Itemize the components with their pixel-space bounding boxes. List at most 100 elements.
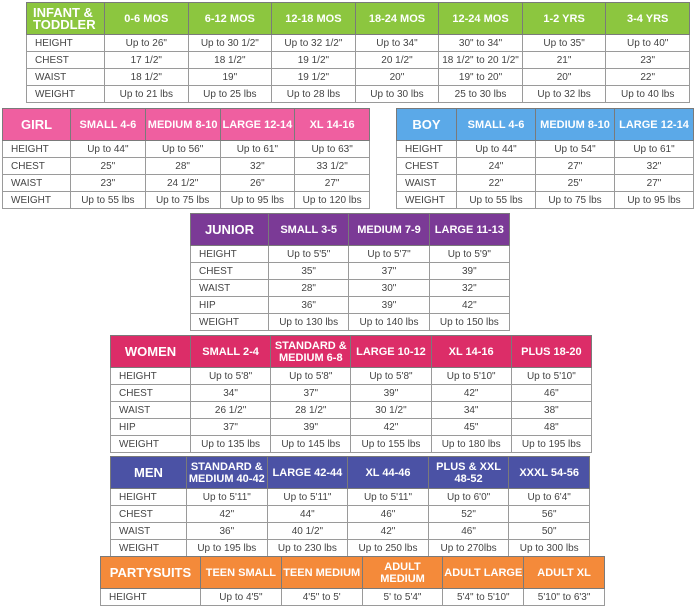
table-row: CHEST 25" 28" 32" 33 1/2" (2, 157, 370, 175)
size-table-boy: BOY SMALL 4-6 MEDIUM 8-10 LARGE 12-14 HEIGHT… (396, 108, 694, 209)
measurement-value: Up to 40 lbs (605, 85, 690, 103)
size-header: 12-24 MOS (438, 2, 523, 35)
measurement-value: 42" (347, 522, 429, 540)
measurement-value: 42" (186, 505, 268, 523)
size-header: ADULT XL (523, 556, 605, 589)
size-header: SMALL 2-4 (189, 335, 272, 368)
measurement-label: HIP (190, 296, 269, 314)
measurement-label: HEIGHT (2, 140, 71, 158)
measurement-value: 21" (521, 51, 607, 69)
measurement-value: Up to 135 lbs (189, 435, 272, 453)
measurement-value: 20 1/2" (354, 51, 440, 69)
measurement-value: 32" (219, 157, 296, 175)
measurement-value: 28" (267, 279, 350, 297)
measurement-value: 42" (430, 384, 512, 402)
size-table-girl: GIRL SMALL 4-6 MEDIUM 8-10 LARGE 12-14 XL 14… (2, 108, 370, 209)
measurement-label: WEIGHT (110, 435, 191, 453)
measurement-value: Up to 150 lbs (428, 313, 511, 331)
measurement-value: Up to 40" (605, 34, 690, 52)
size-header: SMALL 4-6 (70, 108, 146, 141)
size-header: XL 14-16 (294, 108, 370, 141)
size-table-infant: INFANT & TODDLER 0-6 MOS 6-12 MOS 12-18 MOS… (26, 2, 690, 103)
measurement-value: 48" (510, 418, 593, 436)
category-header: PARTYSUITS (100, 556, 201, 589)
measurement-value: Up to 25 lbs (187, 85, 273, 103)
measurement-value: Up to 5'7" (348, 245, 430, 263)
measurement-value: Up to 61" (219, 140, 296, 158)
table-row: WEIGHT Up to 21 lbs Up to 25 lbs Up to 28 l… (26, 85, 690, 103)
table-row: WAIST 26 1/2" 28 1/2" 30 1/2" 34" 38" (110, 401, 593, 419)
table-row: WEIGHT Up to 195 lbs Up to 230 lbs Up to 25… (110, 539, 590, 557)
measurement-value: Up to 95 lbs (614, 191, 694, 209)
table-row: WEIGHT Up to 55 lbs Up to 75 lbs Up to 95 l… (396, 191, 694, 209)
size-header: LARGE 42-44 (266, 456, 349, 489)
measurement-value: Up to 5'10" (430, 367, 512, 385)
measurement-value: 37" (189, 418, 272, 436)
measurement-value: 28 1/2" (270, 401, 352, 419)
measurement-value: Up to 75 lbs (535, 191, 615, 209)
table-row: HIP 37" 39" 42" 45" 48" (110, 418, 593, 436)
measurement-value: 52" (427, 505, 510, 523)
measurement-value: 18 1/2" to 20 1/2" (438, 51, 523, 69)
table-row: WAIST 22" 25" 27" (396, 174, 694, 192)
measurement-value: Up to 5'10" (510, 367, 593, 385)
measurement-value: Up to 30 lbs (354, 85, 440, 103)
measurement-label: WAIST (2, 174, 71, 192)
measurement-value: Up to 4'5" (200, 588, 282, 606)
table-row: WAIST 18 1/2" 19" 19 1/2" 20" 19" to 20" 20" 22… (26, 68, 690, 86)
measurement-value: 18 1/2" (187, 51, 273, 69)
measurement-value: 39" (270, 418, 352, 436)
measurement-value: Up to 56" (144, 140, 221, 158)
size-header: LARGE 12-14 (614, 108, 694, 141)
table-row: WEIGHT Up to 55 lbs Up to 75 lbs Up to 95 l… (2, 191, 370, 209)
measurement-value: 39" (348, 296, 430, 314)
table-row: CHEST 17 1/2" 18 1/2" 19 1/2" 20 1/2" 18 1/2"… (26, 51, 690, 69)
measurement-value: 34" (189, 384, 272, 402)
size-header: 12-18 MOS (271, 2, 356, 35)
measurement-value: Up to 6'0" (427, 488, 510, 506)
category-header: MEN (110, 456, 187, 489)
measurement-value: 27" (535, 157, 615, 175)
measurement-value: 19 1/2" (271, 68, 356, 86)
measurement-value: 37" (270, 384, 352, 402)
measurement-value: 56" (508, 505, 590, 523)
size-header: XL 44-46 (347, 456, 429, 489)
measurement-label: CHEST (110, 384, 191, 402)
measurement-value: 36" (267, 296, 350, 314)
measurement-value: Up to 5'11" (266, 488, 349, 506)
measurement-value: 26 1/2" (189, 401, 272, 419)
measurement-value: Up to 140 lbs (348, 313, 430, 331)
measurement-value: Up to 5'8" (350, 367, 432, 385)
measurement-label: WAIST (110, 401, 191, 419)
table-row: CHEST 42" 44" 46" 52" 56" (110, 505, 590, 523)
measurement-value: 22" (456, 174, 536, 192)
measurement-value: 18 1/2" (104, 68, 189, 86)
measurement-value: Up to 5'8" (270, 367, 352, 385)
size-header: SMALL 4-6 (456, 108, 536, 141)
measurement-value: Up to 155 lbs (350, 435, 432, 453)
measurement-value: 45" (430, 418, 512, 436)
measurement-value: Up to 180 lbs (430, 435, 512, 453)
measurement-value: 28" (144, 157, 221, 175)
size-header: LARGE 11-13 (428, 213, 511, 246)
table-row: HEIGHT Up to 44" Up to 54" Up to 61" (396, 140, 694, 158)
measurement-value: Up to 30 1/2" (187, 34, 273, 52)
measurement-value: 17 1/2" (104, 51, 189, 69)
measurement-value: Up to 21 lbs (104, 85, 189, 103)
measurement-value: Up to 28 lbs (271, 85, 356, 103)
measurement-value: Up to 95 lbs (219, 191, 296, 209)
measurement-value: Up to 195 lbs (186, 539, 268, 557)
table-row: WAIST 28" 30" 32" (190, 279, 511, 297)
measurement-value: Up to 145 lbs (270, 435, 352, 453)
measurement-value: Up to 44" (456, 140, 536, 158)
measurement-value: 23" (70, 174, 146, 192)
size-header: XXXL 54-56 (508, 456, 590, 489)
measurement-value: 42" (350, 418, 432, 436)
measurement-label: CHEST (396, 157, 457, 175)
size-table-party: PARTYSUITS TEEN SMALL TEEN MEDIUM ADULT MED… (100, 556, 605, 606)
measurement-value: 37" (348, 262, 430, 280)
measurement-value: 24 1/2" (144, 174, 221, 192)
measurement-value: 25" (70, 157, 146, 175)
measurement-label: CHEST (26, 51, 105, 69)
measurement-label: WAIST (396, 174, 457, 192)
